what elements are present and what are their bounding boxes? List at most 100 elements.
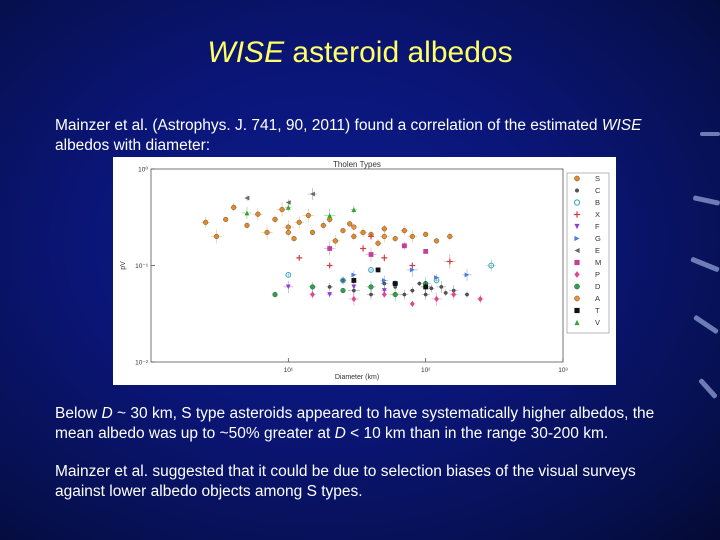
intro-text-a: Mainzer et al. (Astrophys. J. 741, 90, 2…: [55, 117, 602, 134]
data-point-a: [381, 233, 387, 240]
data-point-s: [351, 233, 357, 240]
data-point-c: [423, 292, 428, 297]
legend-marker-d: [574, 283, 580, 290]
data-point-p: [381, 291, 387, 298]
data-point-g: [464, 272, 470, 278]
data-point-x: [368, 233, 374, 240]
legend-label-v: V: [595, 318, 600, 327]
data-point-x: [296, 254, 303, 261]
data-point-t: [351, 278, 357, 283]
legend-marker-v: [574, 319, 580, 326]
legend-marker-t: [574, 307, 580, 314]
legend-label-b: B: [595, 198, 600, 207]
data-point-x: [381, 254, 388, 261]
data-point-s: [433, 238, 440, 244]
intro-text-b: albedos with diameter:: [55, 137, 211, 154]
title-italic: WISE: [207, 36, 285, 69]
data-point-s: [320, 222, 326, 229]
data-point-f: [327, 292, 333, 297]
legend-marker-m: [574, 259, 580, 266]
x-axis-label: Diameter (km): [335, 374, 379, 381]
data-point-d: [368, 284, 374, 290]
legend-label-s: S: [595, 174, 600, 183]
legend-marker-a: [574, 295, 580, 302]
data-point-d: [392, 291, 398, 298]
data-point-x: [360, 245, 366, 252]
data-point-b: [340, 277, 346, 284]
slide-title: WISE asteroid albedos: [0, 36, 720, 70]
data-point-s: [279, 207, 285, 213]
data-point-v: [285, 205, 291, 210]
finding-text-c: < 10 km than in the range 30-200 km.: [345, 425, 609, 442]
data-point-c: [443, 291, 448, 295]
x-tick-label: 10³: [558, 367, 568, 374]
title-rest: asteroid albedos: [284, 36, 513, 69]
data-point-g: [434, 275, 439, 280]
data-point-p: [409, 300, 415, 308]
y-tick-label: 10⁻¹: [135, 263, 149, 270]
data-point-e: [310, 191, 315, 197]
legend-marker-x: [573, 211, 581, 218]
legend-box: [566, 172, 610, 334]
data-point-s: [401, 228, 407, 234]
data-point-s: [264, 229, 270, 236]
data-point-c: [402, 292, 407, 297]
data-point-p: [477, 295, 483, 303]
data-point-x: [446, 258, 453, 265]
data-point-p: [434, 295, 439, 303]
data-point-s: [392, 236, 398, 242]
data-point-c: [369, 292, 373, 297]
legend-marker-e: [574, 247, 580, 254]
data-point-t: [423, 284, 429, 290]
y-axis-label: pV: [120, 261, 127, 270]
deco-streak: [692, 314, 720, 335]
legend-label-c: C: [595, 186, 601, 195]
data-point-g: [351, 272, 357, 278]
data-point-a: [285, 229, 291, 236]
plot-frame: [150, 168, 564, 363]
data-point-s: [203, 219, 209, 225]
data-point-t: [392, 281, 398, 286]
data-point-g: [409, 267, 415, 273]
data-point-f: [381, 288, 387, 293]
data-point-c: [439, 285, 444, 289]
data-point-s: [347, 221, 353, 227]
deco-streak: [698, 377, 718, 400]
finding-paragraph: Below D ~ 30 km, S type asteroids appear…: [55, 404, 685, 444]
data-point-s: [272, 216, 278, 223]
data-point-s: [296, 219, 302, 225]
y-tick-label: 10⁰: [138, 166, 148, 174]
deco-streak: [690, 256, 720, 273]
data-point-p: [351, 295, 357, 303]
deco-streak: [692, 195, 720, 206]
data-point-x: [326, 262, 333, 269]
data-point-s: [375, 240, 381, 246]
data-point-c: [465, 292, 469, 297]
data-point-s: [223, 216, 229, 223]
data-point-e: [285, 200, 291, 205]
data-point-m: [368, 252, 374, 257]
x-tick-label: 10¹: [284, 367, 294, 374]
data-point-s: [409, 233, 415, 240]
x-tick-label: 10²: [421, 367, 431, 374]
finding-d2: D: [334, 425, 346, 442]
albedo-diameter-figure: Tholen Types Diameter (km) pV 10¹ 10² 10³ 10⁰ 1…: [113, 157, 616, 385]
finding-text-b: ~ 30 km, S type asteroids appeared to ha…: [55, 405, 655, 442]
data-point-v: [351, 207, 357, 212]
data-point-f: [285, 284, 291, 290]
finding-d1: D: [101, 405, 113, 422]
data-point-c: [429, 286, 434, 291]
legend-marker-c: [575, 188, 579, 193]
legend-label-x: X: [595, 210, 600, 219]
chart-title: Tholen Types: [333, 160, 381, 169]
legend-marker-s: [574, 175, 580, 182]
legend-label-f: F: [595, 222, 600, 231]
legend-label-m: M: [595, 258, 601, 267]
legend-label-a: A: [595, 294, 600, 303]
legend-label-e: E: [595, 246, 600, 255]
legend-label-p: P: [595, 270, 600, 279]
data-point-v: [244, 210, 250, 216]
data-point-p: [451, 291, 457, 298]
data-point-s: [340, 228, 346, 234]
intro-paragraph: Mainzer et al. (Astrophys. J. 741, 90, 2…: [55, 116, 685, 156]
